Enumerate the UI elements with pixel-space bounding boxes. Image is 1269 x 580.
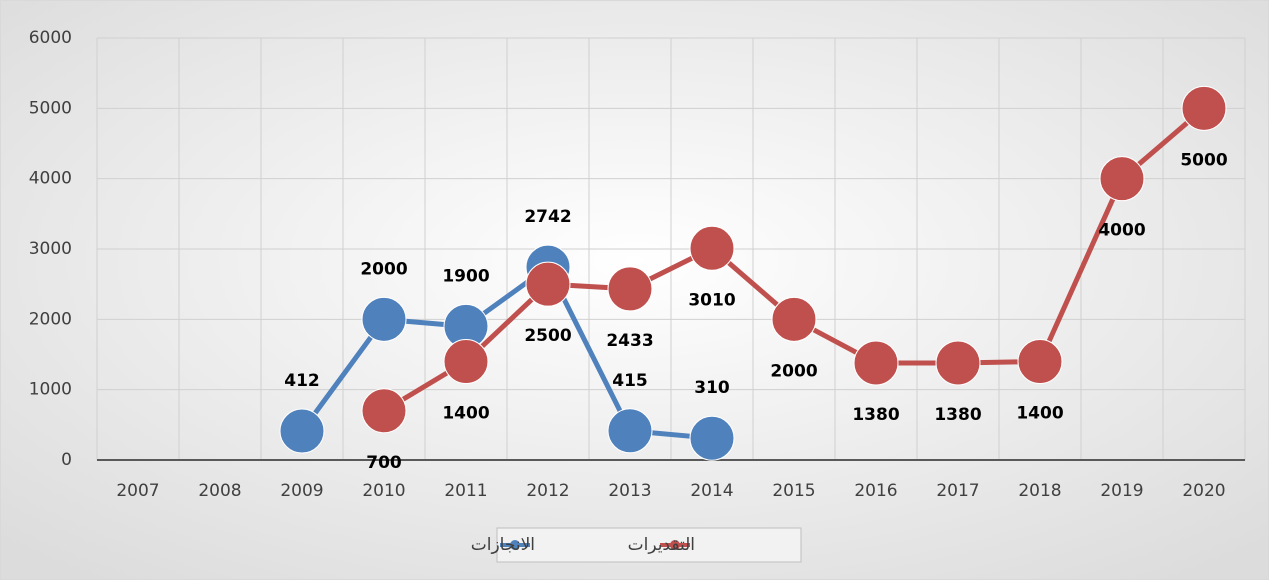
marker: [1181, 85, 1227, 131]
marker: [689, 225, 735, 271]
x-tick-label: 2012: [526, 481, 569, 501]
x-tick-label: 2019: [1100, 481, 1143, 501]
x-tick-label: 2018: [1018, 481, 1061, 501]
data-label: 2000: [770, 361, 817, 381]
data-label: 2742: [524, 207, 571, 227]
marker: [935, 340, 981, 386]
x-tick-label: 2010: [362, 481, 405, 501]
data-label: 2000: [360, 259, 407, 279]
x-tick-label: 2007: [116, 481, 159, 501]
x-tick-label: 2009: [280, 481, 323, 501]
marker: [607, 266, 653, 312]
marker: [1099, 156, 1145, 202]
x-tick-label: 2015: [772, 481, 815, 501]
marker: [443, 339, 489, 385]
marker: [853, 340, 899, 386]
data-label: 700: [366, 453, 402, 473]
legend-marker: [510, 540, 520, 550]
y-tick-label: 3000: [29, 239, 72, 259]
x-tick-label: 2020: [1182, 481, 1225, 501]
marker: [607, 408, 653, 454]
data-label: 3010: [688, 290, 735, 310]
data-label: 1380: [934, 405, 981, 425]
legend-marker: [670, 540, 680, 550]
x-tick-label: 2008: [198, 481, 241, 501]
y-tick-label: 4000: [29, 169, 72, 189]
marker: [279, 408, 325, 454]
data-label: 2500: [524, 326, 571, 346]
data-label: 1400: [442, 404, 489, 424]
marker: [361, 296, 407, 342]
data-label: 1380: [852, 405, 899, 425]
y-tick-label: 5000: [29, 98, 72, 118]
x-tick-label: 2013: [608, 481, 651, 501]
y-tick-label: 2000: [29, 309, 72, 329]
data-label: 2433: [606, 331, 653, 351]
legend-label: التقديرات: [628, 535, 695, 555]
x-tick-label: 2017: [936, 481, 979, 501]
data-label: 5000: [1180, 150, 1227, 170]
marker: [689, 415, 735, 461]
legend-label: الانجازات: [471, 535, 535, 555]
marker: [361, 388, 407, 434]
x-tick-label: 2011: [444, 481, 487, 501]
data-label: 1900: [442, 266, 489, 286]
legend-box: [496, 527, 802, 563]
data-label: 4000: [1098, 221, 1145, 241]
marker: [1017, 339, 1063, 385]
marker: [525, 261, 571, 307]
data-label: 412: [284, 371, 320, 391]
data-label: 415: [612, 371, 648, 391]
data-label: 1400: [1016, 404, 1063, 424]
x-tick-label: 2014: [690, 481, 733, 501]
y-tick-label: 6000: [29, 28, 72, 48]
data-label: 310: [694, 378, 730, 398]
y-tick-label: 1000: [29, 380, 72, 400]
marker: [771, 296, 817, 342]
y-tick-label: 0: [61, 450, 72, 470]
x-tick-label: 2016: [854, 481, 897, 501]
